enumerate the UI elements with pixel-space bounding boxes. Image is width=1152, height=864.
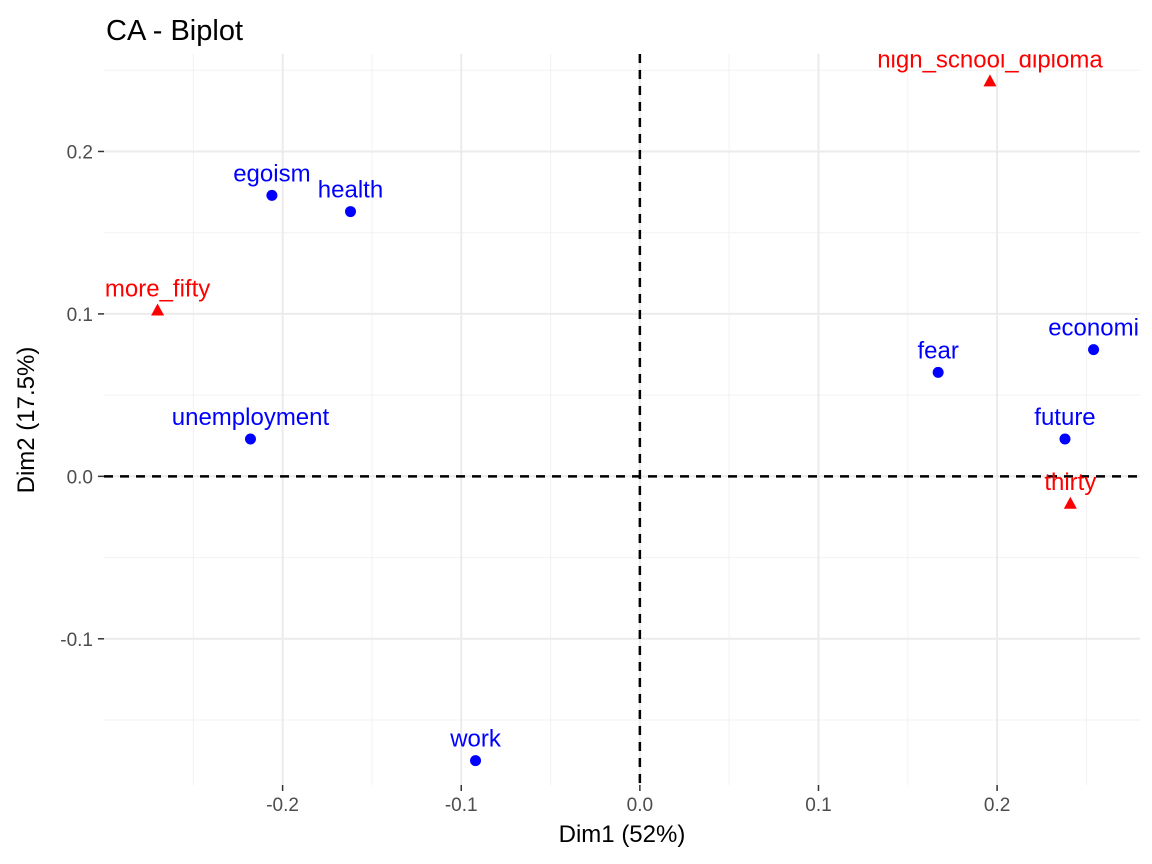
minor-gridlines bbox=[104, 54, 1140, 785]
data-point-triangle bbox=[983, 74, 997, 87]
chart-title: CA - Biplot bbox=[106, 15, 243, 47]
data-point-circle bbox=[266, 189, 278, 201]
data-point-circle bbox=[470, 755, 482, 767]
y-tick-label: 0.1 bbox=[67, 305, 93, 326]
data-point-triangle bbox=[151, 303, 165, 316]
data-point-circle bbox=[1059, 433, 1071, 445]
point-label: future bbox=[1034, 404, 1095, 431]
data-point-circle bbox=[344, 206, 356, 218]
data-point-circle bbox=[932, 366, 944, 378]
x-tick-label: 0.2 bbox=[984, 795, 1010, 816]
y-axis: -0.1 0.0 0.1 0.2 bbox=[60, 142, 104, 651]
point-labels: egoism health unemployment work fear economi f… bbox=[105, 47, 1139, 753]
point-label: unemployment bbox=[172, 404, 330, 431]
y-tick-label: 0.2 bbox=[67, 142, 93, 163]
y-axis-title: Dim2 (17.5%) bbox=[13, 347, 40, 494]
point-label: egoism bbox=[233, 160, 310, 187]
data-marks bbox=[151, 74, 1100, 767]
point-label: economi bbox=[1048, 315, 1139, 342]
major-gridlines bbox=[104, 54, 1140, 785]
point-label: fear bbox=[917, 337, 958, 364]
data-point-circle bbox=[244, 433, 256, 445]
x-tick-label: -0.1 bbox=[445, 795, 478, 816]
y-tick-label: -0.1 bbox=[60, 630, 93, 651]
point-label: more_fifty bbox=[105, 276, 210, 303]
x-tick-label: -0.2 bbox=[266, 795, 299, 816]
point-label: thirty bbox=[1044, 469, 1096, 496]
reference-lines bbox=[104, 54, 1140, 785]
x-axis: -0.2 -0.1 0.0 0.1 0.2 bbox=[266, 785, 1010, 816]
data-point-circle bbox=[1088, 344, 1100, 356]
point-label: work bbox=[449, 726, 502, 753]
x-tick-label: 0.0 bbox=[627, 795, 653, 816]
plot-panel bbox=[104, 54, 1140, 785]
y-tick-label: 0.0 bbox=[67, 467, 93, 488]
x-tick-label: 0.1 bbox=[805, 795, 831, 816]
point-label: health bbox=[318, 177, 383, 204]
data-point-triangle bbox=[1063, 496, 1077, 509]
x-axis-title: Dim1 (52%) bbox=[559, 821, 686, 848]
point-label: high_school_diploma bbox=[877, 47, 1103, 74]
